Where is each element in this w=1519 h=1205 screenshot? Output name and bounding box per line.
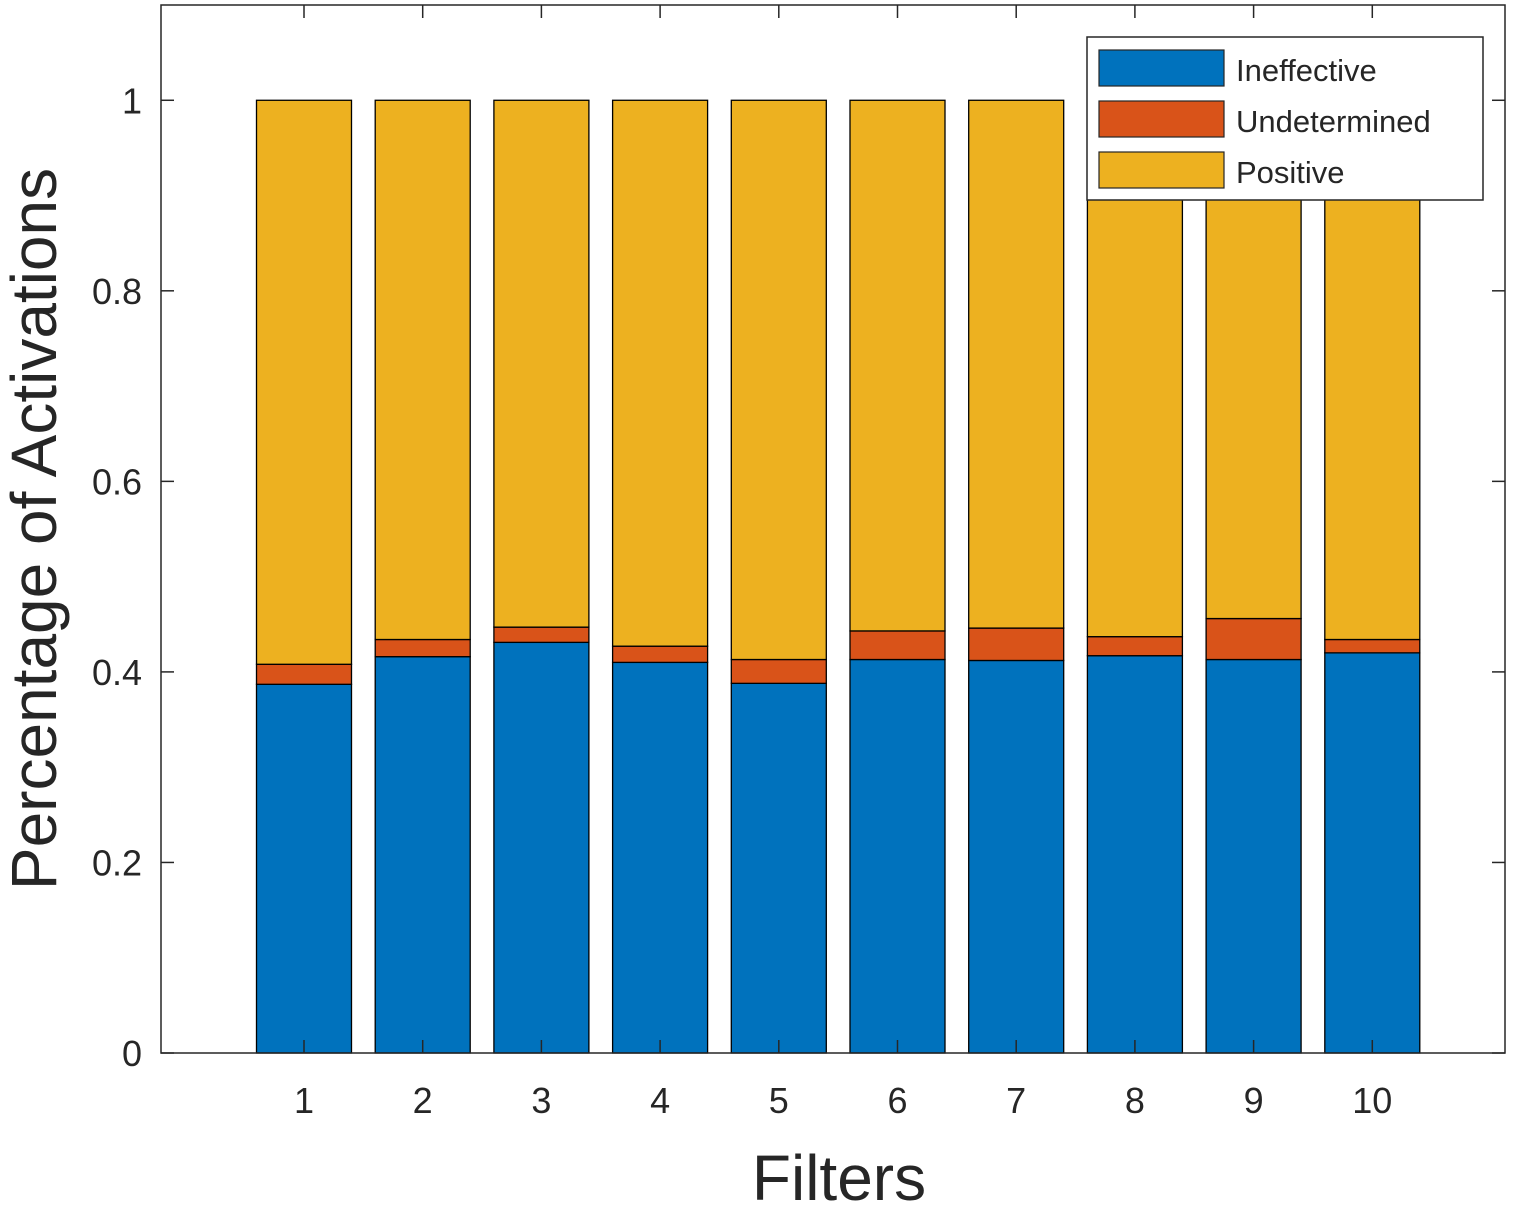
- bar-positive-7: [968, 99, 1065, 629]
- x-tick-label: 7: [1006, 1080, 1026, 1121]
- x-tick-label: 6: [887, 1080, 907, 1121]
- bar-undetermined-8: [1086, 636, 1184, 657]
- bar-positive-2: [374, 99, 471, 641]
- y-tick-label: 0.2: [92, 842, 142, 883]
- x-tick-label: 8: [1125, 1080, 1145, 1121]
- y-tick-label: 0.4: [92, 652, 142, 693]
- bar-undetermined-7: [968, 627, 1065, 662]
- x-tick-label: 9: [1244, 1080, 1264, 1121]
- x-tick-label: 3: [531, 1080, 551, 1121]
- bar-ineffective-2: [374, 656, 471, 1054]
- bar-positive-5: [730, 99, 827, 661]
- bar-positive-6: [849, 99, 946, 632]
- bar-ineffective-1: [255, 683, 353, 1054]
- bar-positive-3: [493, 99, 590, 628]
- bar-ineffective-4: [611, 661, 709, 1054]
- legend-swatch-undetermined: [1098, 100, 1225, 138]
- legend-swatch-positive: [1098, 151, 1225, 189]
- legend-label-positive: Positive: [1236, 155, 1345, 190]
- x-tick-label: 5: [769, 1080, 789, 1121]
- bar-undetermined-1: [255, 663, 353, 685]
- tick-labels-group: 1 2 3 4 5 6 7 8 9 10 0 0.2 0.4 0.6 0.8 1: [92, 80, 1392, 1121]
- legend-label-undetermined: Undetermined: [1236, 104, 1431, 139]
- y-axis-title: Percentage of Activations: [0, 168, 70, 890]
- bar-undetermined-2: [374, 638, 471, 658]
- bar-undetermined-6: [849, 630, 946, 661]
- y-tick-label: 0.6: [92, 461, 142, 502]
- ticks-group: [161, 5, 1505, 1054]
- bar-ineffective-3: [493, 641, 590, 1054]
- bar-undetermined-5: [730, 658, 827, 684]
- y-tick-label: 0: [122, 1033, 142, 1074]
- x-tick-label: 1: [294, 1080, 314, 1121]
- bar-ineffective-9: [1205, 658, 1302, 1054]
- bar-undetermined-4: [611, 645, 709, 664]
- bar-ineffective-7: [968, 659, 1065, 1054]
- bar-positive-1: [255, 99, 353, 665]
- legend-swatch-ineffective: [1098, 49, 1225, 87]
- bar-undetermined-9: [1205, 617, 1302, 661]
- bar-positive-4: [611, 99, 709, 647]
- bar-ineffective-10: [1324, 652, 1421, 1054]
- y-tick-label: 1: [122, 80, 142, 121]
- y-tick-label: 0.8: [92, 271, 142, 312]
- x-tick-label: 2: [413, 1080, 433, 1121]
- x-axis-title: Filters: [752, 1142, 926, 1205]
- bar-ineffective-6: [849, 658, 946, 1054]
- bar-ineffective-5: [730, 682, 827, 1054]
- x-tick-label: 10: [1352, 1080, 1392, 1121]
- legend: Ineffective Undetermined Positive: [1086, 36, 1484, 201]
- x-tick-label: 4: [650, 1080, 670, 1121]
- bar-ineffective-8: [1086, 655, 1184, 1054]
- bar-undetermined-3: [493, 626, 590, 644]
- bar-undetermined-10: [1324, 638, 1421, 654]
- plot-frame: [160, 4, 1506, 1054]
- legend-label-ineffective: Ineffective: [1236, 53, 1377, 88]
